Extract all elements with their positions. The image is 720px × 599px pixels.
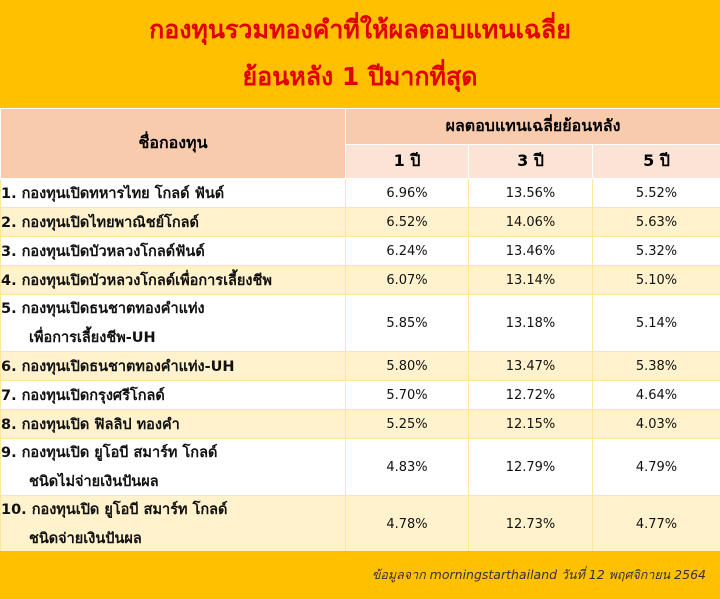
return-y5-cell: 4.79%	[591, 438, 720, 496]
return-y5-cell: 4.03%	[591, 409, 720, 439]
fund-name-line-2: ชนิดไม่จ่ายเงินปันผล	[29, 474, 159, 490]
return-y1-cell: 6.24%	[345, 236, 469, 266]
table-row: 3. กองทุนเปิดบัวหลวงโกลด์ฟันด์ 6.24% 13.46…	[0, 236, 720, 266]
return-y1-cell: 5.85%	[345, 294, 469, 352]
fund-name-line-2: เพื่อการเลี้ยงชีพ-UH	[29, 330, 156, 346]
fund-name: 1. กองทุนเปิดทหารไทย โกลด์ ฟันด์	[1, 185, 225, 202]
return-y1-cell: 5.70%	[345, 380, 469, 410]
return-y3-cell: 13.56%	[468, 178, 593, 208]
fund-name-line-2: ชนิดจ่ายเงินปันผล	[29, 531, 142, 547]
return-y1-cell: 6.96%	[345, 178, 469, 208]
fund-name-cell: 3. กองทุนเปิดบัวหลวงโกลด์ฟันด์	[0, 236, 346, 266]
fund-name-cell: 4. กองทุนเปิดบัวหลวงโกลด์เพื่อการเลี้ยงช…	[0, 265, 346, 295]
fund-name: 10. กองทุนเปิด ยูโอบี สมาร์ท โกลด์	[1, 502, 228, 518]
return-group-header: ผลตอบแทนเฉลี่ยย้อนหลัง	[344, 108, 720, 145]
fund-name: 2. กองทุนเปิดไทยพาณิชย์โกลด์	[1, 214, 199, 231]
table-row: 5. กองทุนเปิดธนชาตทองคำแท่งเพื่อการเลี้ย…	[0, 294, 720, 352]
fund-name-cell: 8. กองทุนเปิด ฟิลลิป ทองคำ	[0, 409, 346, 439]
return-y5-cell: 5.10%	[591, 265, 720, 295]
return-y3-cell: 12.72%	[468, 380, 593, 410]
fund-name-cell: 5. กองทุนเปิดธนชาตทองคำแท่งเพื่อการเลี้ย…	[0, 294, 346, 352]
return-y3-cell: 13.18%	[468, 294, 593, 352]
source-note: ข้อมูลจาก morningstarthailand วันที่ 12 …	[371, 567, 706, 582]
fund-name-cell: 7. กองทุนเปิดกรุงศรีโกลด์	[0, 380, 346, 410]
return-y5-cell: 5.14%	[591, 294, 720, 352]
fund-name: 5. กองทุนเปิดธนชาตทองคำแท่ง	[1, 301, 205, 317]
return-y5-cell: 5.63%	[591, 207, 720, 237]
period-header-1y: 1 ปี	[345, 144, 469, 179]
return-y1-cell: 5.25%	[345, 409, 469, 439]
return-y5-cell: 5.52%	[591, 178, 720, 208]
period-header-3y: 3 ปี	[468, 144, 593, 179]
return-y3-cell: 13.46%	[468, 236, 593, 266]
return-y3-cell: 12.15%	[468, 409, 593, 439]
return-y3-cell: 12.79%	[468, 438, 593, 496]
return-y5-cell: 4.77%	[591, 495, 720, 553]
return-y3-cell: 12.73%	[468, 495, 593, 553]
fund-name-cell: 10. กองทุนเปิด ยูโอบี สมาร์ท โกลด์ชนิดจ่…	[0, 495, 346, 553]
fund-name: 4. กองทุนเปิดบัวหลวงโกลด์เพื่อการเลี้ยงช…	[1, 272, 272, 289]
return-y1-cell: 4.78%	[345, 495, 469, 553]
return-y1-cell: 5.80%	[345, 351, 469, 381]
table-row: 6. กองทุนเปิดธนชาตทองคำแท่ง-UH 5.80% 13.47…	[0, 351, 720, 381]
return-y5-cell: 4.64%	[591, 380, 720, 410]
fund-name-cell: 1. กองทุนเปิดทหารไทย โกลด์ ฟันด์	[0, 178, 346, 208]
title-line-2: ย้อนหลัง 1 ปีมากที่สุด	[242, 62, 478, 91]
fund-name: 7. กองทุนเปิดกรุงศรีโกลด์	[1, 387, 165, 404]
period-header-5y: 5 ปี	[591, 144, 720, 179]
return-y5-cell: 5.32%	[591, 236, 720, 266]
table-row: 8. กองทุนเปิด ฟิลลิป ทองคำ 5.25% 12.15% 4.0…	[0, 409, 720, 439]
fund-name-cell: 9. กองทุนเปิด ยูโอบี สมาร์ท โกลด์ชนิดไม่…	[0, 438, 346, 496]
fund-name-header: ชื่อกองทุน	[0, 108, 346, 179]
fund-name: 3. กองทุนเปิดบัวหลวงโกลด์ฟันด์	[1, 243, 205, 260]
table-row: 9. กองทุนเปิด ยูโอบี สมาร์ท โกลด์ชนิดไม่…	[0, 438, 720, 496]
table-row: 7. กองทุนเปิดกรุงศรีโกลด์ 5.70% 12.72% 4.64…	[0, 380, 720, 410]
return-y3-cell: 13.14%	[468, 265, 593, 295]
fund-returns-table: ชื่อกองทุน ผลตอบแทนเฉลี่ยย้อนหลัง 1 ปี 3…	[0, 108, 720, 553]
return-y5-cell: 5.38%	[591, 351, 720, 381]
fund-name: 8. กองทุนเปิด ฟิลลิป ทองคำ	[1, 416, 180, 433]
return-y1-cell: 6.52%	[345, 207, 469, 237]
return-y1-cell: 6.07%	[345, 265, 469, 295]
title-band: กองทุนรวมทองคำที่ให้ผลตอบแทนเฉลี่ย ย้อนห…	[0, 0, 720, 108]
return-y3-cell: 13.47%	[468, 351, 593, 381]
fund-name-cell: 2. กองทุนเปิดไทยพาณิชย์โกลด์	[0, 207, 346, 237]
table-row: 1. กองทุนเปิดทหารไทย โกลด์ ฟันด์ 6.96% 13.…	[0, 178, 720, 208]
table-row: 2. กองทุนเปิดไทยพาณิชย์โกลด์ 6.52% 14.06% 5…	[0, 207, 720, 237]
title-line-1: กองทุนรวมทองคำที่ให้ผลตอบแทนเฉลี่ย	[149, 15, 571, 44]
footer-band: ข้อมูลจาก morningstarthailand วันที่ 12 …	[0, 551, 720, 599]
return-y3-cell: 14.06%	[468, 207, 593, 237]
fund-name: 9. กองทุนเปิด ยูโอบี สมาร์ท โกลด์	[1, 445, 218, 461]
return-y1-cell: 4.83%	[345, 438, 469, 496]
table-row: 4. กองทุนเปิดบัวหลวงโกลด์เพื่อการเลี้ยงช…	[0, 265, 720, 295]
fund-name-cell: 6. กองทุนเปิดธนชาตทองคำแท่ง-UH	[0, 351, 346, 381]
fund-name: 6. กองทุนเปิดธนชาตทองคำแท่ง-UH	[1, 358, 235, 375]
table-row: 10. กองทุนเปิด ยูโอบี สมาร์ท โกลด์ชนิดจ่…	[0, 495, 720, 553]
